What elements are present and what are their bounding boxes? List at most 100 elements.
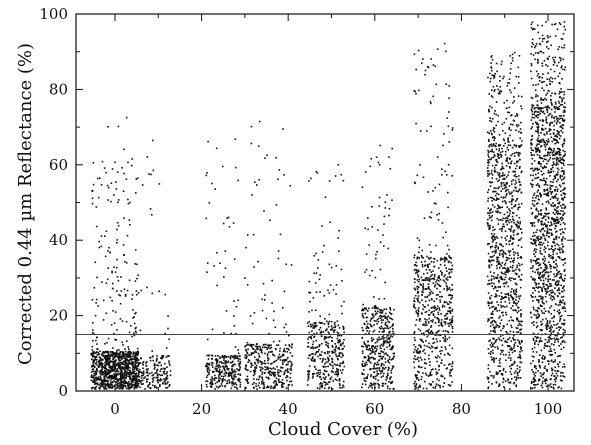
scatter-point [103,376,105,378]
scatter-point [169,370,172,372]
scatter-point [415,261,417,264]
scatter-point [273,361,275,363]
scatter-point [132,317,134,319]
scatter-point [314,347,316,349]
scatter-point [119,365,121,367]
scatter-point [371,387,374,389]
scatter-point [273,354,276,357]
scatter-point [492,313,494,316]
scatter-point [216,381,218,383]
scatter-point [391,335,394,338]
scatter-point [92,376,95,379]
scatter-point [133,316,135,318]
scatter-point [377,383,379,385]
scatter-point [361,363,364,365]
scatter-point [512,198,514,201]
scatter-point [489,296,491,299]
scatter-point [447,164,450,166]
scatter-point [215,359,218,361]
scatter-point [487,151,490,154]
scatter-point [549,345,551,348]
scatter-point [145,362,147,364]
scatter-point [488,173,491,175]
scatter-point [94,382,96,384]
scatter-point [419,346,422,348]
scatter-point [561,301,563,304]
scatter-point [107,373,109,376]
scatter-point [489,224,491,227]
scatter-point [121,358,123,360]
scatter-point [367,373,369,376]
scatter-point [337,324,340,327]
scatter-point [168,362,170,364]
points-layer [90,21,567,390]
scatter-point [117,365,120,368]
scatter-point [329,363,331,365]
scatter-point [223,359,225,361]
scatter-point [151,377,154,380]
scatter-point [126,340,128,342]
scatter-point [206,172,208,174]
scatter-point [509,89,511,91]
scatter-point [512,170,514,173]
scatter-point [373,296,375,298]
scatter-point [491,169,493,172]
scatter-point [134,327,137,330]
scatter-point [364,356,366,358]
scatter-point [128,350,130,353]
scatter-point [122,380,125,383]
scatter-point [108,375,110,378]
scatter-point [219,377,221,380]
scatter-point [102,383,105,386]
scatter-point [531,211,534,214]
scatter-point [244,386,247,389]
scatter-point [415,312,418,314]
scatter-point [343,345,346,348]
scatter-point [166,382,168,385]
scatter-point [217,366,220,369]
scatter-point [132,379,134,381]
scatter-point [487,207,490,210]
scatter-point [426,329,429,332]
scatter-point [371,226,373,228]
scatter-point [422,387,425,390]
scatter-point [507,356,510,359]
scatter-point [229,356,231,359]
scatter-point [106,356,109,358]
scatter-point [233,374,235,376]
scatter-point [430,211,433,214]
scatter-point [544,365,547,367]
scatter-point [270,344,272,346]
scatter-point [112,361,114,363]
scatter-point [166,386,169,389]
scatter-point [371,340,373,342]
scatter-point [510,307,512,309]
scatter-point [118,357,121,359]
scatter-point [563,102,566,104]
scatter-point [490,219,493,222]
scatter-point [490,356,493,358]
scatter-point [315,325,317,328]
scatter-point [496,338,498,341]
scatter-point [512,261,515,264]
scatter-point [550,292,552,294]
scatter-point [495,145,497,148]
scatter-point [491,358,494,361]
scatter-point [151,381,154,383]
scatter-point [445,174,448,176]
scatter-point [261,309,264,312]
scatter-point [206,271,208,273]
scatter-point [325,365,327,368]
scatter-point [375,348,378,350]
scatter-point [324,358,327,361]
scatter-point [508,351,510,354]
scatter-point [510,316,512,318]
scatter-point [119,384,121,386]
scatter-point [508,354,511,356]
scatter-point [263,386,266,388]
scatter-point [428,346,430,349]
scatter-point [312,375,314,377]
scatter-point [99,388,101,390]
scatter-point [561,207,563,209]
scatter-point [118,294,120,296]
